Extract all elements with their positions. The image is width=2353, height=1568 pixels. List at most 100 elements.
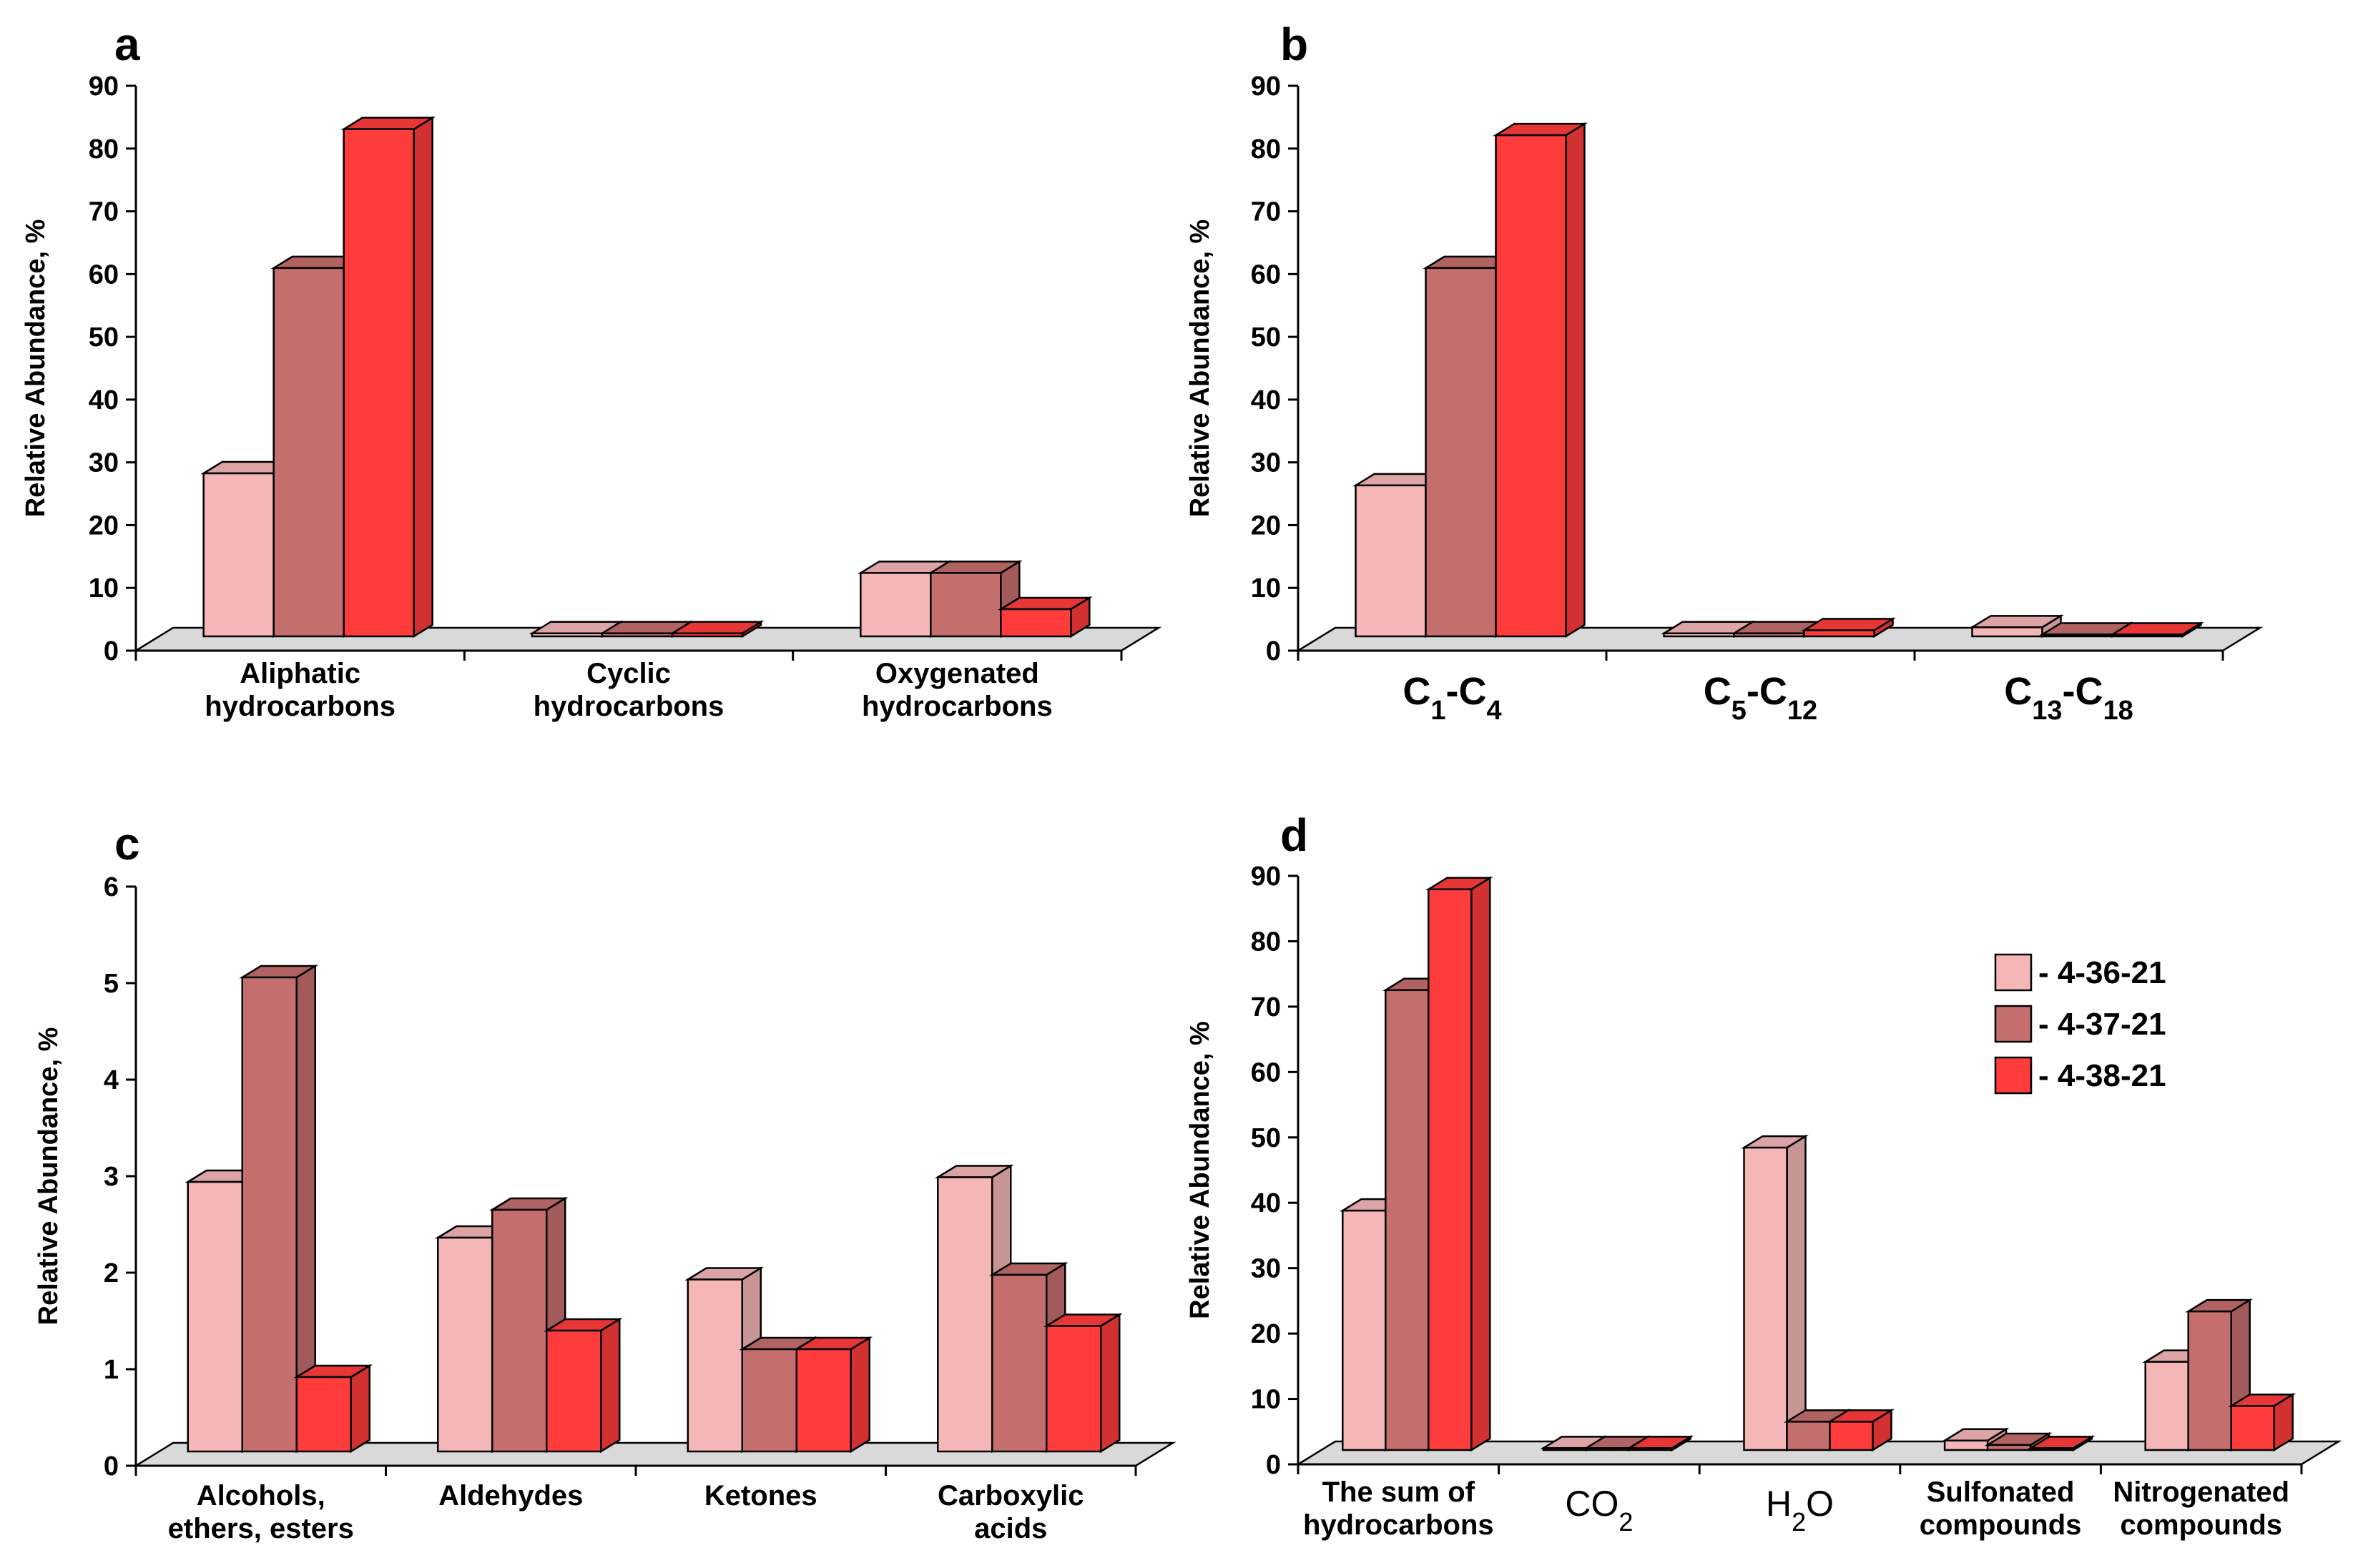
formula-part: 18 bbox=[2103, 696, 2133, 726]
x-category-label-0: C1-C4 bbox=[1403, 670, 1501, 726]
x-category-label-line: hydrocarbons bbox=[205, 691, 396, 722]
bar-front bbox=[1342, 1209, 1387, 1451]
bar-front bbox=[687, 1278, 743, 1453]
y-tick-label: 30 bbox=[1251, 448, 1281, 478]
x-category-label-line: Aldehydes bbox=[438, 1480, 583, 1512]
y-tick-label: 70 bbox=[1251, 992, 1281, 1022]
bar-d-c2-s2 bbox=[1827, 1409, 1895, 1452]
legend-label: - 4-36-21 bbox=[2038, 955, 2166, 990]
bar-a-c0-s2 bbox=[340, 116, 436, 638]
legend-label: - 4-38-21 bbox=[2038, 1058, 2166, 1093]
legend-item-0: - 4-36-21 bbox=[1994, 953, 2166, 992]
formula-part: 13 bbox=[2032, 696, 2062, 726]
x-category-label-line: Carboxylic bbox=[938, 1480, 1084, 1512]
bar-front bbox=[2230, 1405, 2275, 1451]
y-tick-label: 90 bbox=[1251, 862, 1281, 892]
y-axis-label: Relative Abundance, % bbox=[1185, 220, 1215, 518]
bar-front bbox=[2041, 633, 2113, 638]
x-category-label-formula: CO2 bbox=[1565, 1484, 1633, 1537]
x-category-label-formula: C13-C18 bbox=[2004, 670, 2133, 726]
bar-front bbox=[2111, 633, 2183, 638]
bar-c-c2-s2 bbox=[793, 1336, 873, 1454]
chart-panel-d: d Relative Abundance, % 0 10 20 30 40 50 60 70 80 9… bbox=[1185, 809, 2342, 1541]
y-tick-label: 40 bbox=[1251, 1188, 1281, 1218]
y-tick-label: 10 bbox=[1251, 1385, 1281, 1415]
formula-part: -C bbox=[2063, 670, 2103, 713]
bar-front bbox=[1971, 626, 2043, 638]
bar-c-c1-s2 bbox=[543, 1317, 623, 1454]
x-category-label-line: The sum of bbox=[1322, 1476, 1475, 1508]
legend-item-2: - 4-38-21 bbox=[1994, 1056, 2166, 1095]
x-category-label-1: Aldehydes bbox=[438, 1480, 583, 1512]
bar-front bbox=[1986, 1444, 2032, 1451]
y-tick-label: 40 bbox=[89, 385, 119, 415]
legend: - 4-36-21 - 4-37-21 - 4-38-21 bbox=[1994, 953, 2166, 1095]
panel-letter-c: c bbox=[114, 818, 140, 869]
formula-part: C bbox=[1704, 670, 1731, 713]
bar-front bbox=[437, 1236, 493, 1453]
y-tick-label: 90 bbox=[1251, 72, 1281, 102]
panel-letter-d: d bbox=[1280, 809, 1308, 861]
y-tick-label: 10 bbox=[1251, 573, 1281, 603]
bar-c-c0-s1 bbox=[239, 964, 319, 1454]
x-category-label-formula: C5-C12 bbox=[1704, 670, 1817, 726]
legend-swatch bbox=[1994, 1005, 2033, 1043]
bar-front bbox=[187, 1180, 243, 1453]
y-tick-label: 4 bbox=[104, 1065, 119, 1095]
bar-front bbox=[1663, 632, 1735, 638]
bar-front bbox=[1943, 1439, 1989, 1451]
bar-front bbox=[860, 572, 932, 638]
formula-part: 4 bbox=[1486, 696, 1501, 726]
bar-front bbox=[546, 1329, 602, 1453]
y-tick-label: 60 bbox=[1251, 1057, 1281, 1088]
bar-d-c1-s2 bbox=[1626, 1435, 1694, 1452]
y-tick-label: 50 bbox=[1251, 322, 1281, 352]
bar-side bbox=[1100, 1313, 1121, 1454]
formula-part: C bbox=[1403, 670, 1430, 713]
y-axis-label: Relative Abundance, % bbox=[21, 220, 51, 518]
bar-c-c3-s2 bbox=[1043, 1313, 1123, 1454]
y-axis-label: Relative Abundance, % bbox=[1185, 1021, 1215, 1319]
bar-side bbox=[1565, 122, 1586, 638]
y-tick-label: 30 bbox=[1251, 1254, 1281, 1284]
bar-b-c0-s2 bbox=[1493, 122, 1588, 638]
bar-a-c2-s1 bbox=[927, 560, 1023, 638]
y-tick-label: 20 bbox=[1251, 511, 1281, 541]
bar-front bbox=[1542, 1447, 1588, 1451]
x-category-label-line: Oxygenated bbox=[875, 658, 1039, 689]
x-category-label-line: Cyclic bbox=[586, 658, 671, 689]
bar-front bbox=[295, 1376, 352, 1453]
chart-panel-a: a Relative Abundance, % 0 10 20 30 40 50 60 70 80 9… bbox=[21, 19, 1162, 722]
bar-front bbox=[1733, 632, 1805, 638]
y-tick-label: 90 bbox=[89, 72, 119, 102]
bar-front bbox=[2144, 1361, 2189, 1451]
legend-swatch bbox=[1994, 1056, 2033, 1095]
x-category-label-line: acids bbox=[974, 1513, 1047, 1544]
formula-part: O bbox=[1806, 1484, 1834, 1524]
y-tick-label: 80 bbox=[1251, 927, 1281, 957]
x-category-label-line: hydrocarbons bbox=[534, 691, 724, 722]
y-tick-label: 40 bbox=[1251, 385, 1281, 415]
bar-front bbox=[795, 1348, 852, 1453]
y-tick-label: 20 bbox=[1251, 1319, 1281, 1349]
x-category-label-line: hydrocarbons bbox=[862, 691, 1053, 722]
x-category-label-2: H2O bbox=[1766, 1484, 1834, 1537]
formula-part: -C bbox=[1446, 670, 1487, 713]
legend-swatch bbox=[1994, 953, 2033, 992]
x-category-label-2: Ketones bbox=[704, 1480, 817, 1512]
x-category-label-line: Alcohols, bbox=[197, 1480, 325, 1512]
y-tick-label: 30 bbox=[89, 448, 119, 478]
formula-part: CO bbox=[1565, 1484, 1618, 1524]
legend-label: - 4-37-21 bbox=[2038, 1007, 2166, 1042]
bar-front bbox=[202, 472, 275, 638]
y-tick-label: 0 bbox=[104, 1451, 119, 1481]
y-tick-label: 0 bbox=[1266, 636, 1281, 666]
bar-side bbox=[413, 116, 433, 638]
y-tick-label: 70 bbox=[1251, 197, 1281, 227]
